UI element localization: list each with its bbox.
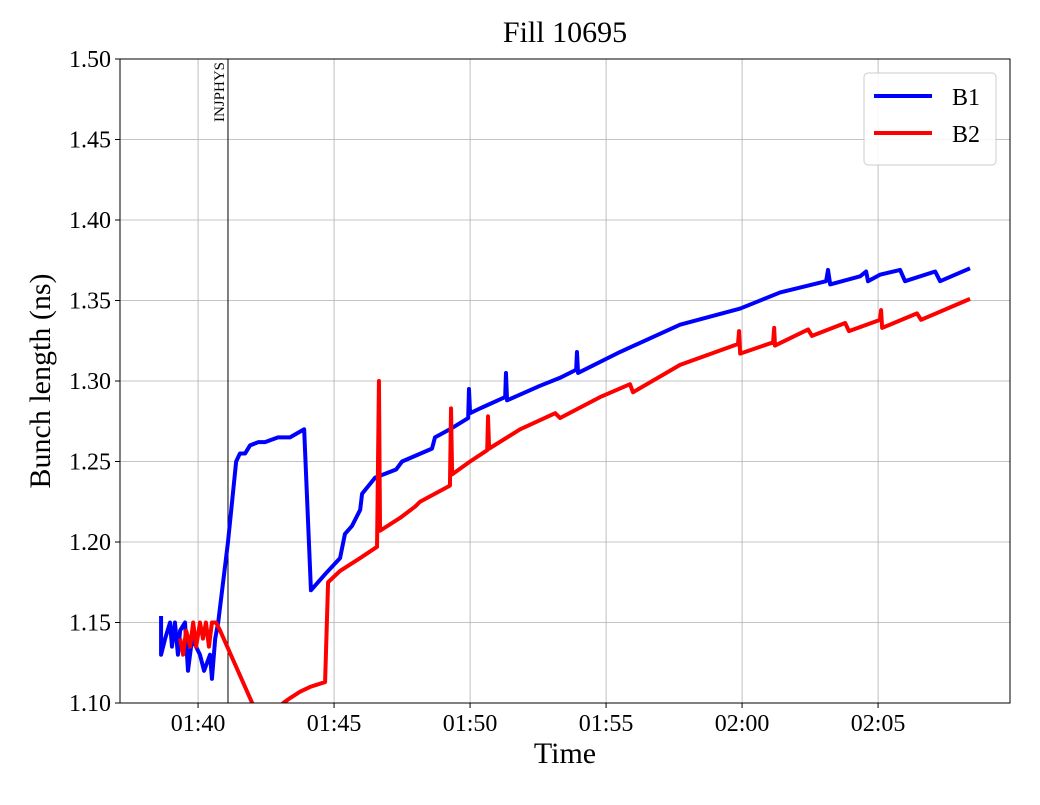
- legend-label: B1: [952, 85, 980, 111]
- grid: 01:40 01:45 01:50 01:55 02:00 02:05 1.10 1.15 1.…: [69, 47, 1010, 737]
- y-tick-label: 1.45: [69, 128, 111, 154]
- y-tick-label: 1.40: [69, 208, 111, 234]
- x-tick-label: 01:40: [171, 711, 226, 737]
- x-tick-label: 01:55: [579, 711, 634, 737]
- y-tick-label: 1.20: [69, 530, 111, 556]
- y-tick-label: 1.15: [69, 611, 111, 637]
- x-tick-label: 02:05: [851, 711, 906, 737]
- x-axis-label: Time: [534, 737, 596, 770]
- y-tick-label: 1.50: [69, 47, 111, 73]
- annotation-label: INJPHYS: [212, 62, 228, 122]
- chart-title: Fill 10695: [503, 16, 627, 49]
- y-axis-label: Bunch length (ns): [24, 274, 57, 489]
- x-tick-label: 01:50: [443, 711, 498, 737]
- x-tick-label: 02:00: [715, 711, 770, 737]
- series-line: [159, 266, 971, 681]
- y-tick-label: 1.10: [69, 691, 111, 717]
- legend-label: B2: [952, 122, 980, 148]
- y-tick-label: 1.25: [69, 450, 111, 476]
- y-tick-label: 1.30: [69, 369, 111, 395]
- x-tick-label: 01:45: [307, 711, 362, 737]
- plot-area: [159, 266, 971, 703]
- plot-frame: [119, 58, 1011, 704]
- y-tick-label: 1.35: [69, 289, 111, 315]
- series-line: [178, 297, 971, 703]
